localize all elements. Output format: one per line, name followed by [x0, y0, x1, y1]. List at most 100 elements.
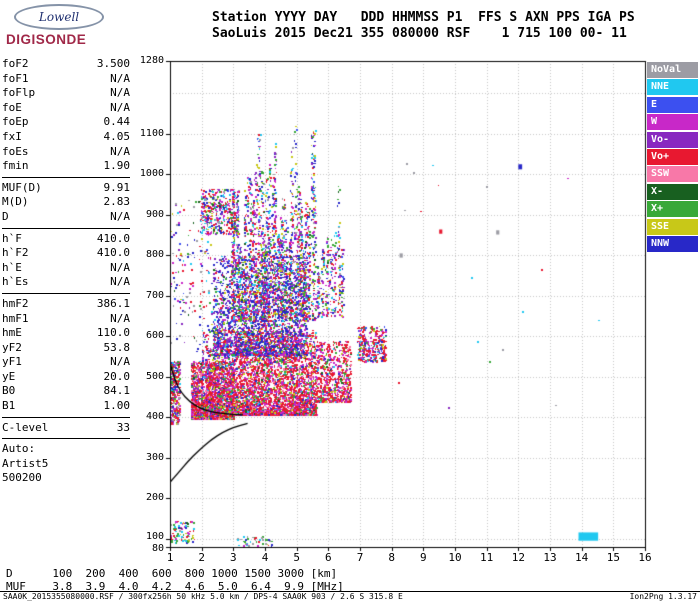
header-station-values: SaoLuis 2015 Dec21 355 080000 RSF 1 715 …	[212, 26, 627, 41]
param-row-artist5: Artist5	[2, 457, 130, 472]
param-value: N/A	[110, 100, 130, 114]
status-bar: SAA0K_2015355080000.RSF / 300fx256h 50 k…	[0, 591, 700, 601]
param-row-clevel: C-level 33	[2, 421, 130, 436]
param-label: yF1	[2, 355, 22, 369]
param-row-hf: h`F 410.0	[2, 232, 130, 247]
x-tick-label: 6	[325, 551, 332, 564]
x-tick-label: 12	[511, 551, 525, 564]
param-value: 410.0	[96, 231, 130, 245]
param-row-yf1: yF1 N/A	[2, 355, 130, 370]
param-value: 410.0	[96, 246, 130, 260]
y-tick-label: 1280	[139, 55, 164, 66]
param-value: 2.83	[103, 195, 131, 209]
param-label: h`F	[2, 231, 22, 245]
digisonde-logo: Lowell DIGISONDE	[6, 4, 116, 47]
legend-item-nne: NNE	[647, 79, 698, 96]
legend-item-ssw: SSW	[647, 166, 698, 183]
param-value: 4.05	[103, 129, 131, 143]
y-tick-label: 1100	[139, 127, 164, 139]
param-row-fxi: fxI 4.05	[2, 130, 130, 145]
legend-item-e: E	[647, 96, 698, 113]
param-row-foflp: foFlp N/A	[2, 86, 130, 101]
param-value: 33	[116, 420, 130, 434]
y-tick-label: 200	[145, 492, 164, 504]
param-row-b0: B0 84.1	[2, 384, 130, 399]
y-tick-label: 700	[145, 289, 164, 301]
param-value: 0.44	[103, 115, 131, 129]
x-tick-label: 10	[448, 551, 462, 564]
param-row-he: h`E N/A	[2, 261, 130, 276]
param-divider	[2, 416, 130, 418]
param-label: yE	[2, 369, 16, 383]
param-value: 53.8	[103, 340, 131, 354]
legend-item-w: W	[647, 114, 698, 131]
param-value: 386.1	[96, 296, 130, 310]
param-divider	[2, 227, 130, 229]
param-row-ye: yE 20.0	[2, 370, 130, 385]
x-tick-label: 15	[606, 551, 620, 564]
param-label: fmin	[2, 159, 29, 173]
param-label: fxI	[2, 129, 22, 143]
x-tick-label: 13	[543, 551, 557, 564]
param-label: B1	[2, 399, 16, 413]
param-value: 20.0	[103, 369, 131, 383]
param-label: C-level	[2, 420, 49, 434]
header-column-titles: Station YYYY DAY DDD HHMMSS P1 FFS S AXN…	[212, 10, 635, 25]
distance-row: D 100 200 400 600 800 1000 1500 3000 [km…	[6, 567, 338, 580]
param-label: foEp	[2, 115, 29, 129]
param-row-foe: foE N/A	[2, 101, 130, 116]
x-tick-label: 11	[480, 551, 494, 564]
param-row-500200: 500200	[2, 471, 130, 486]
param-label: h`E	[2, 260, 22, 274]
x-tick-label: 8	[388, 551, 395, 564]
y-tick-label: 900	[145, 208, 164, 220]
param-divider	[2, 292, 130, 294]
param-value: 1.00	[103, 399, 131, 413]
param-value: N/A	[110, 260, 130, 274]
x-tick-label: 7	[356, 551, 364, 564]
x-tick-label: 5	[293, 551, 300, 564]
param-label: foF1	[2, 71, 29, 85]
y-tick-label: 300	[145, 451, 164, 463]
header-block: Station YYYY DAY DDD HHMMSS P1 FFS S AXN…	[212, 10, 635, 42]
x-tick-label: 4	[261, 551, 269, 564]
muf-row: MUF 3.8 3.9 4.0 4.2 4.6 5.0 6.4 9.9 [MHz…	[6, 580, 344, 593]
legend-item-noval: NoVal	[647, 62, 698, 78]
param-label: hmE	[2, 326, 22, 340]
x-tick-label: 2	[198, 551, 205, 564]
param-value: N/A	[110, 311, 130, 325]
param-label: B0	[2, 384, 16, 398]
param-label: D	[2, 209, 9, 223]
param-row-auto: Auto:	[2, 442, 130, 457]
legend-item-vo: Vo-	[647, 131, 698, 148]
x-tick-label: 16	[638, 551, 652, 564]
legend-item-nnw: NNW	[647, 235, 698, 252]
x-tick-label: 1	[166, 551, 174, 564]
param-row-hmf2: hmF2 386.1	[2, 297, 130, 312]
param-row-hes: h`Es N/A	[2, 275, 130, 290]
param-value: 110.0	[96, 326, 130, 340]
legend-item-x: X-	[647, 183, 698, 200]
param-value: N/A	[110, 71, 130, 85]
param-value: N/A	[110, 275, 130, 289]
y-tick-label: 100	[145, 530, 164, 542]
param-label: yF2	[2, 340, 22, 354]
x-tick-label: 9	[420, 551, 427, 564]
param-row-yf2: yF2 53.8	[2, 341, 130, 356]
param-value: N/A	[110, 144, 130, 158]
param-label: foFlp	[2, 86, 36, 100]
param-value: 9.91	[103, 180, 131, 194]
param-label: Auto:	[2, 442, 36, 456]
param-label: M(D)	[2, 195, 29, 209]
y-tick-label: 400	[145, 411, 164, 423]
param-label: foF2	[2, 57, 29, 70]
param-label: foE	[2, 100, 22, 114]
y-tick-label: 1000	[139, 168, 164, 180]
param-label: MUF(D)	[2, 180, 42, 194]
legend-item-sse: SSE	[647, 218, 698, 235]
param-label: Artist5	[2, 456, 49, 470]
param-value: 84.1	[103, 384, 131, 398]
param-row-foep: foEp 0.44	[2, 115, 130, 130]
legend-item-x: X+	[647, 201, 698, 218]
param-label: h`F2	[2, 246, 29, 260]
